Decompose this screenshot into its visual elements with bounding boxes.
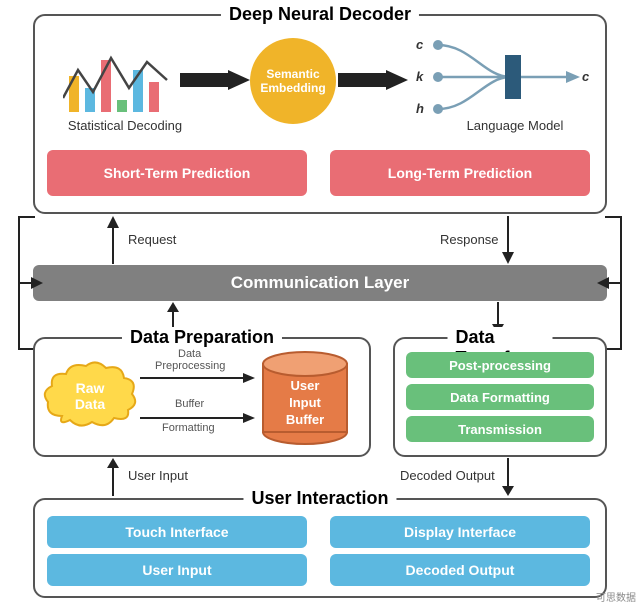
lm-label: Language Model bbox=[445, 118, 585, 133]
arrow-user-input-up bbox=[105, 458, 121, 498]
cyl-text-2: Input bbox=[260, 395, 350, 412]
arrow-stat-to-semantic bbox=[180, 70, 250, 90]
dp-title: Data Preparation bbox=[122, 327, 282, 348]
decoded-output-pill: Decoded Output bbox=[330, 554, 590, 586]
lm-out-label: c bbox=[582, 69, 589, 84]
arrow-decoded-down bbox=[500, 458, 516, 498]
raw-data-text-2: Data bbox=[40, 396, 140, 412]
short-term-pill: Short-Term Prediction bbox=[47, 150, 307, 196]
buffer-label-1: Buffer bbox=[175, 398, 204, 410]
user-input-buffer-cylinder: User Input Buffer bbox=[260, 352, 350, 440]
raw-data-cloud: Raw Data bbox=[40, 358, 140, 433]
communication-layer: Communication Layer bbox=[33, 265, 607, 301]
data-formatting-pill: Data Formatting bbox=[406, 384, 594, 410]
cyl-text-1: User bbox=[260, 378, 350, 395]
transmission-pill: Transmission bbox=[406, 416, 594, 442]
raw-data-text-1: Raw bbox=[40, 380, 140, 396]
stat-decoding-label: Statistical Decoding bbox=[55, 118, 195, 133]
arrow-request-up bbox=[105, 216, 121, 266]
cyl-text-3: Buffer bbox=[260, 412, 350, 429]
display-interface-pill: Display Interface bbox=[330, 516, 590, 548]
language-model-diagram: c k h c bbox=[410, 35, 590, 120]
long-term-pill: Long-Term Prediction bbox=[330, 150, 590, 196]
comm-left-connector bbox=[17, 215, 37, 350]
watermark: 可思数据 bbox=[596, 589, 636, 604]
decoded-output-arrow-label: Decoded Output bbox=[400, 468, 495, 483]
arrow-semantic-to-lm bbox=[338, 70, 408, 90]
semantic-embedding-circle: Semantic Embedding bbox=[250, 38, 336, 124]
semantic-text-2: Embedding bbox=[260, 81, 325, 95]
arrow-preprocess bbox=[140, 372, 255, 384]
lm-c-label: c bbox=[416, 37, 423, 52]
lm-k-label: k bbox=[416, 69, 423, 84]
preprocess-label-1: Data bbox=[178, 348, 201, 360]
response-label: Response bbox=[440, 232, 499, 247]
user-input-pill: User Input bbox=[47, 554, 307, 586]
user-input-arrow-label: User Input bbox=[128, 468, 188, 483]
lm-h-label: h bbox=[416, 101, 424, 116]
comm-right-connector bbox=[603, 215, 623, 350]
dnd-title: Deep Neural Decoder bbox=[221, 4, 419, 25]
post-processing-pill: Post-processing bbox=[406, 352, 594, 378]
stat-decoding-chart bbox=[63, 40, 173, 112]
semantic-text-1: Semantic bbox=[266, 67, 319, 81]
arrow-response-down bbox=[500, 216, 516, 266]
preprocess-label-2: Preprocessing bbox=[155, 360, 225, 372]
buffer-label-2: Formatting bbox=[162, 422, 215, 434]
ui-title: User Interaction bbox=[243, 488, 396, 509]
chart-line bbox=[63, 40, 173, 112]
touch-interface-pill: Touch Interface bbox=[47, 516, 307, 548]
request-label: Request bbox=[128, 232, 176, 247]
